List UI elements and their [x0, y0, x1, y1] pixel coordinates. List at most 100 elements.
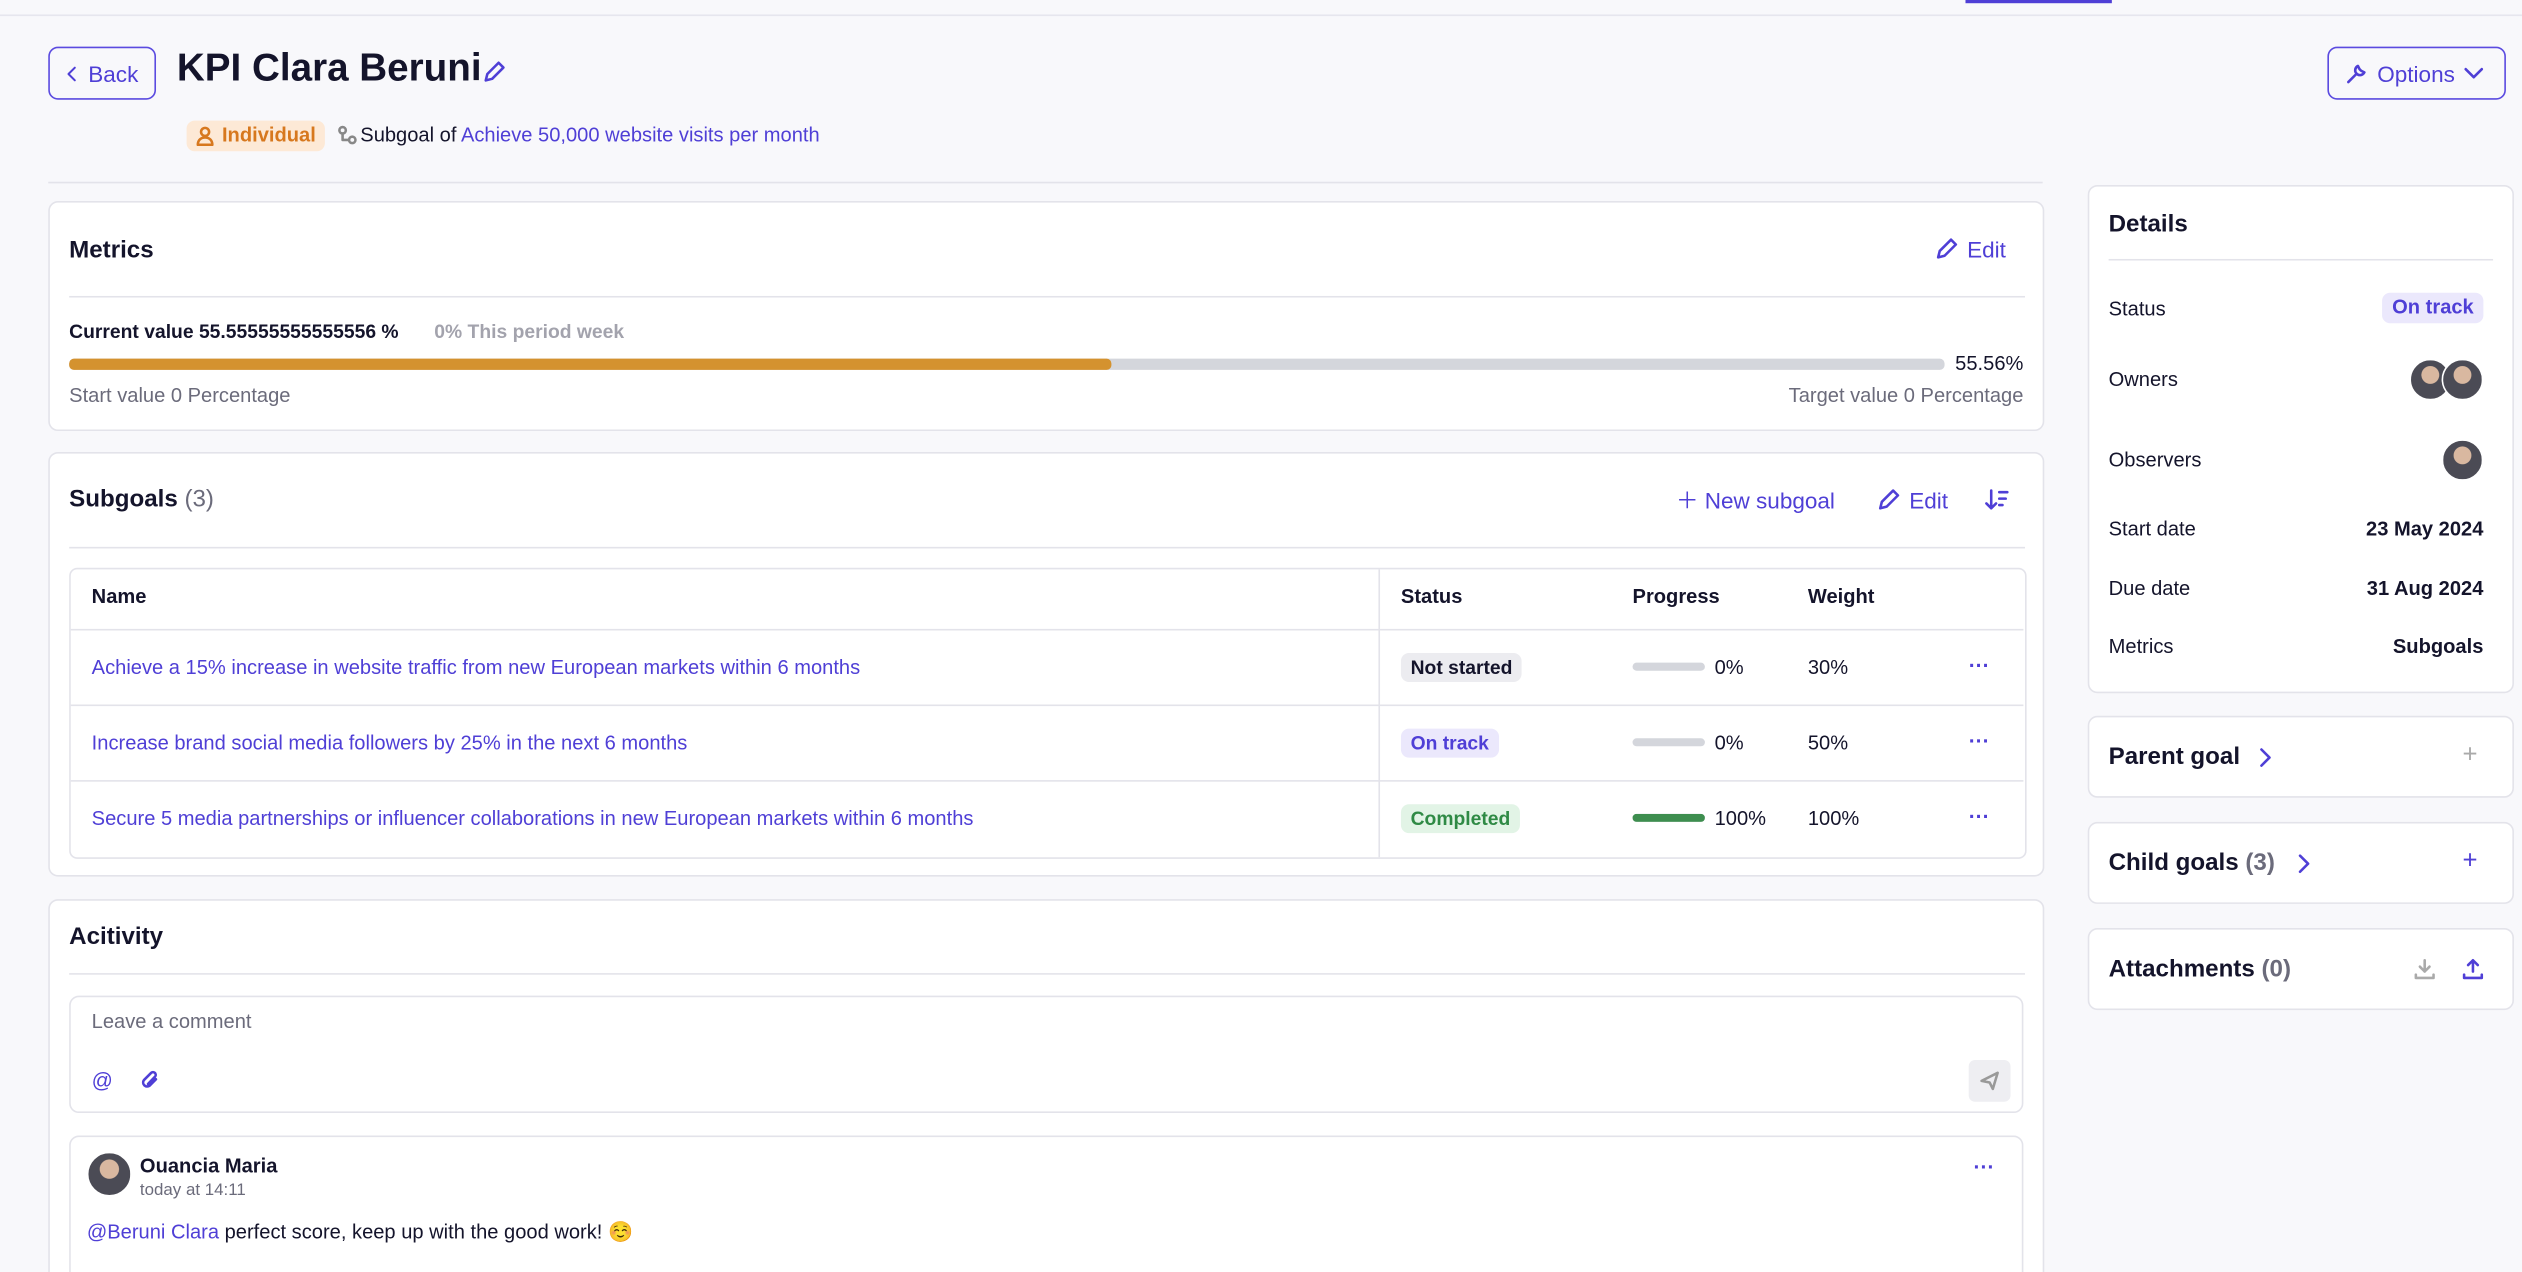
target-value: Target value 0 Percentage: [1788, 384, 2024, 407]
add-parent-button[interactable]: +: [2462, 741, 2478, 769]
header-divider: [48, 181, 2043, 184]
attachments-card: Attachments (0): [2087, 928, 2514, 1011]
edit-icon: [1936, 238, 1958, 259]
details-card: Details Status On track Owners Observers Sta…: [2087, 184, 2514, 694]
subgoals-title: Subgoals: [69, 485, 178, 514]
comment-placeholder: Leave a comment: [91, 1010, 252, 1033]
progress-fill: [1632, 813, 1705, 822]
chevron-right: [2298, 854, 2310, 874]
detail-label: Metrics: [2108, 635, 2174, 658]
comment-text: perfect score, keep up with the good wor…: [224, 1220, 633, 1244]
child-goals-heading[interactable]: Child goals (3): [2109, 851, 2275, 875]
owner-avatar: [2441, 358, 2484, 401]
attach-icon[interactable]: [140, 1070, 161, 1091]
badge-label: Individual: [221, 123, 316, 147]
detail-value: Subgoals: [2392, 635, 2484, 658]
mention[interactable]: @Beruni Clara: [86, 1220, 220, 1244]
person-icon: [196, 126, 214, 147]
add-child-button[interactable]: +: [2462, 847, 2478, 875]
parent-goal-card: Parent goal +: [2087, 715, 2514, 798]
observer-avatar: [2441, 439, 2484, 481]
new-subgoal-label: New subgoal: [1704, 487, 1835, 514]
parent-goal-title[interactable]: Parent goal: [2108, 743, 2241, 771]
column-header: Name: [91, 585, 147, 608]
metrics-edit[interactable]: Edit: [1935, 238, 2006, 261]
progress-track: [1632, 662, 1705, 671]
table-row: Achieve a 15% increase in website traffi…: [70, 628, 2024, 706]
subgoals-heading: Subgoals (3): [69, 487, 214, 511]
chevron-left: [67, 65, 76, 81]
weight: 30%: [1807, 656, 1849, 679]
activity-divider: [69, 973, 2026, 975]
subgoal-name[interactable]: Achieve a 15% increase in website traffi…: [91, 656, 861, 679]
comment-menu[interactable]: ···: [1973, 1154, 1995, 1179]
subgoals-edit[interactable]: Edit: [1877, 489, 1948, 512]
comment: Ouancia Maria today at 14:11 ··· @Beruni…: [69, 1135, 2024, 1272]
subgoals-count: (3): [184, 485, 214, 514]
attachments-heading: Attachments (0): [2109, 957, 2291, 981]
new-subgoal-button[interactable]: ＋ New subgoal: [1675, 487, 1835, 514]
status-badge: On track: [1400, 728, 1499, 758]
details-divider: [2108, 258, 2494, 261]
comment-box[interactable]: Leave a comment @: [69, 995, 2024, 1114]
progress-label: 0%: [1714, 656, 1744, 679]
chevron-right: [2260, 748, 2271, 767]
upload-icon[interactable]: [2462, 958, 2484, 980]
detail-value: 23 May 2024: [2366, 517, 2484, 541]
progress-label: 0%: [1714, 731, 1744, 755]
detail-label: Observers: [2108, 448, 2202, 472]
subgoal-name[interactable]: Increase brand social media followers by…: [91, 731, 688, 755]
mention-button[interactable]: @: [91, 1067, 113, 1093]
edit-title-icon[interactable]: [483, 60, 507, 84]
activity-card: Acitivity Leave a comment @ Ouancia Mari…: [48, 899, 2045, 1272]
table-row: Increase brand social media followers by…: [70, 704, 2024, 781]
row-menu[interactable]: ···: [1968, 804, 1990, 829]
edit-label: Edit: [1967, 236, 2006, 263]
metrics-card: Metrics Edit Current value 55.5555555555…: [48, 201, 2045, 432]
activity-title: Acitivity: [69, 923, 164, 951]
active-tab-indicator: [1965, 0, 2112, 4]
subgoal-of: Subgoal of Achieve 50,000 website visits…: [360, 125, 819, 145]
progress-label: 55.56%: [1955, 352, 2024, 375]
back-button[interactable]: Back: [48, 46, 157, 100]
current-value: Current value 55.55555555555556 %: [69, 320, 399, 343]
detail-value: 31 Aug 2024: [2366, 577, 2484, 600]
progress-track: [69, 358, 1945, 370]
table-row: Secure 5 media partnerships or influence…: [70, 780, 2024, 857]
chevron-down: [2464, 67, 2484, 78]
weight: 100%: [1807, 807, 1860, 830]
hierarchy-icon: [338, 125, 357, 145]
subgoal-name[interactable]: Secure 5 media partnerships or influence…: [91, 807, 974, 830]
progress-fill: [69, 358, 1112, 370]
child-goals-title: Child goals: [2108, 849, 2239, 877]
options-button[interactable]: Options: [2327, 46, 2506, 100]
subgoal-of-label: Subgoal of: [360, 123, 457, 147]
subgoals-card: Subgoals (3) ＋ New subgoal Edit Name Stat…: [48, 451, 2045, 877]
progress-track: [1632, 738, 1705, 747]
column-divider: [1378, 569, 1381, 858]
status-badge: Completed: [1400, 804, 1520, 834]
sort-icon[interactable]: [1985, 487, 2009, 511]
send-button[interactable]: [1968, 1059, 2011, 1102]
wrench-icon: [2347, 63, 2366, 83]
row-menu[interactable]: ···: [1968, 728, 1990, 753]
download-icon[interactable]: [2414, 958, 2435, 980]
send-icon: [1980, 1071, 1999, 1091]
parent-goal-link[interactable]: Achieve 50,000 website visits per month: [460, 123, 820, 147]
top-border: [0, 14, 2522, 17]
author-avatar: [86, 1151, 132, 1197]
metrics-title: Metrics: [69, 236, 154, 264]
options-label: Options: [2377, 60, 2455, 87]
column-header: Status: [1400, 585, 1463, 608]
column-header: Weight: [1807, 585, 1875, 608]
row-menu[interactable]: ···: [1968, 653, 1990, 678]
comment-author: Ouancia Maria: [139, 1154, 278, 1178]
metrics-divider: [69, 295, 2026, 298]
detail-label: Owners: [2108, 368, 2178, 391]
detail-label: Due date: [2108, 577, 2191, 600]
detail-label: Status: [2108, 297, 2166, 321]
subgoals-divider: [69, 546, 2026, 549]
child-goals-count: (3): [2245, 849, 2275, 877]
